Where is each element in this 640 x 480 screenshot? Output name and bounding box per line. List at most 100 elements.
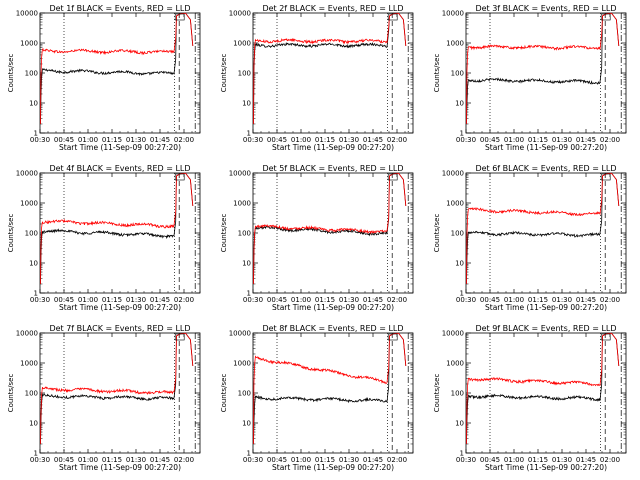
events-series-line (40, 172, 194, 284)
x-tick-label: 00:45 (480, 296, 500, 304)
panel-6: Det 6f BLACK = Events, RED = LLD 1 10 100 10… (433, 164, 627, 312)
x-tick-label: 01:15 (528, 136, 548, 144)
y-tick-label: 10000 (229, 330, 251, 338)
x-tick-label: 00:30 (456, 296, 476, 304)
saturation-marker (387, 333, 398, 341)
x-tick-label: 02:00 (387, 456, 407, 464)
events-series-line (253, 172, 407, 284)
y-tick-label: 1 (34, 290, 38, 298)
y-tick-label: 100 (238, 230, 251, 238)
panel-4: Det 4f BLACK = Events, RED = LLD 1 10 100 10… (7, 164, 201, 312)
y-axis-label: Counts/sec (220, 54, 228, 93)
y-tick-label: 10000 (16, 330, 38, 338)
x-tick-label: 01:00 (78, 456, 98, 464)
y-tick-label: 10 (455, 260, 464, 268)
x-tick-label: 01:45 (576, 136, 596, 144)
panel-title: Det 4f BLACK = Events, RED = LLD (49, 164, 190, 173)
y-tick-label: 10000 (16, 10, 38, 18)
panel-title: Det 8f BLACK = Events, RED = LLD (262, 324, 403, 333)
x-tick-label: 01:30 (126, 136, 146, 144)
x-tick-label: 01:45 (576, 456, 596, 464)
x-tick-label: 01:00 (291, 296, 311, 304)
lld-series-line (466, 172, 620, 284)
y-axis-label: Counts/sec (7, 54, 15, 93)
x-tick-label: 02:00 (600, 456, 620, 464)
y-tick-label: 1 (460, 290, 464, 298)
x-tick-label: 00:45 (54, 456, 74, 464)
lld-series-line (40, 12, 194, 124)
y-tick-label: 10 (29, 100, 38, 108)
x-tick-label: 01:15 (102, 456, 122, 464)
x-tick-label: 00:30 (243, 296, 263, 304)
y-tick-label: 10000 (442, 170, 464, 178)
events-series-line (466, 332, 620, 444)
x-tick-label: 01:00 (504, 296, 524, 304)
x-tick-label: 00:30 (30, 296, 50, 304)
x-tick-label: 01:00 (291, 456, 311, 464)
y-tick-label: 10 (242, 420, 251, 428)
panel-2: Det 2f BLACK = Events, RED = LLD 1 10 100 10… (220, 4, 414, 152)
x-tick-label: 01:15 (528, 456, 548, 464)
lld-series-line (466, 332, 620, 444)
x-tick-label: 01:45 (363, 296, 383, 304)
y-tick-label: 100 (451, 70, 464, 78)
x-tick-label: 01:30 (126, 456, 146, 464)
y-tick-label: 1 (247, 450, 251, 458)
x-axis-label: Start Time (11-Sep-09 00:27:20) (59, 303, 181, 312)
saturation-marker (600, 173, 611, 181)
x-axis-label: Start Time (11-Sep-09 00:27:20) (59, 143, 181, 152)
x-tick-label: 00:45 (267, 296, 287, 304)
x-tick-label: 00:30 (30, 136, 50, 144)
x-tick-label: 01:45 (150, 456, 170, 464)
y-tick-label: 10 (29, 420, 38, 428)
x-tick-label: 00:45 (267, 136, 287, 144)
y-axis-label: Counts/sec (7, 214, 15, 253)
lld-series-line (40, 172, 194, 284)
events-series-line (253, 12, 407, 124)
y-tick-label: 1000 (20, 40, 38, 48)
lld-series-line (253, 332, 407, 444)
x-axis-label: Start Time (11-Sep-09 00:27:20) (485, 303, 607, 312)
events-series-line (466, 12, 620, 124)
y-tick-label: 100 (238, 70, 251, 78)
y-tick-label: 1000 (20, 360, 38, 368)
y-tick-label: 10000 (442, 10, 464, 18)
lld-series-line (253, 172, 407, 284)
x-tick-label: 00:30 (243, 136, 263, 144)
x-axis-label: Start Time (11-Sep-09 00:27:20) (272, 143, 394, 152)
x-tick-label: 01:30 (339, 296, 359, 304)
x-tick-label: 00:30 (243, 456, 263, 464)
x-tick-label: 01:00 (504, 456, 524, 464)
x-tick-label: 01:15 (315, 456, 335, 464)
y-axis-label: Counts/sec (433, 214, 441, 253)
events-series-line (466, 172, 620, 284)
saturation-marker (600, 13, 611, 21)
x-tick-label: 01:15 (102, 296, 122, 304)
y-tick-label: 100 (25, 70, 38, 78)
y-tick-label: 10 (455, 420, 464, 428)
x-tick-label: 00:30 (456, 136, 476, 144)
panel-3: Det 3f BLACK = Events, RED = LLD 1 10 100 10… (433, 4, 627, 152)
y-tick-label: 10 (455, 100, 464, 108)
panel-9: Det 9f BLACK = Events, RED = LLD 1 10 100 10… (433, 324, 627, 472)
panel-7: Det 7f BLACK = Events, RED = LLD 1 10 100 10… (7, 324, 201, 472)
panel-8: Det 8f BLACK = Events, RED = LLD 1 10 100 10… (220, 324, 414, 472)
x-axis-label: Start Time (11-Sep-09 00:27:20) (272, 303, 394, 312)
y-axis-label: Counts/sec (7, 374, 15, 413)
x-tick-label: 02:00 (387, 296, 407, 304)
y-tick-label: 1 (460, 130, 464, 138)
x-tick-label: 00:45 (480, 136, 500, 144)
x-tick-label: 01:45 (363, 136, 383, 144)
saturation-marker (174, 13, 185, 21)
x-tick-label: 01:45 (150, 136, 170, 144)
x-axis-label: Start Time (11-Sep-09 00:27:20) (485, 143, 607, 152)
x-tick-label: 01:15 (102, 136, 122, 144)
x-tick-label: 02:00 (387, 136, 407, 144)
x-tick-label: 02:00 (600, 296, 620, 304)
x-tick-label: 01:30 (126, 296, 146, 304)
y-tick-label: 1000 (20, 200, 38, 208)
x-tick-label: 02:00 (174, 456, 194, 464)
panel-1: Det 1f BLACK = Events, RED = LLD 1 10 100 10… (7, 4, 201, 152)
x-tick-label: 00:30 (30, 456, 50, 464)
